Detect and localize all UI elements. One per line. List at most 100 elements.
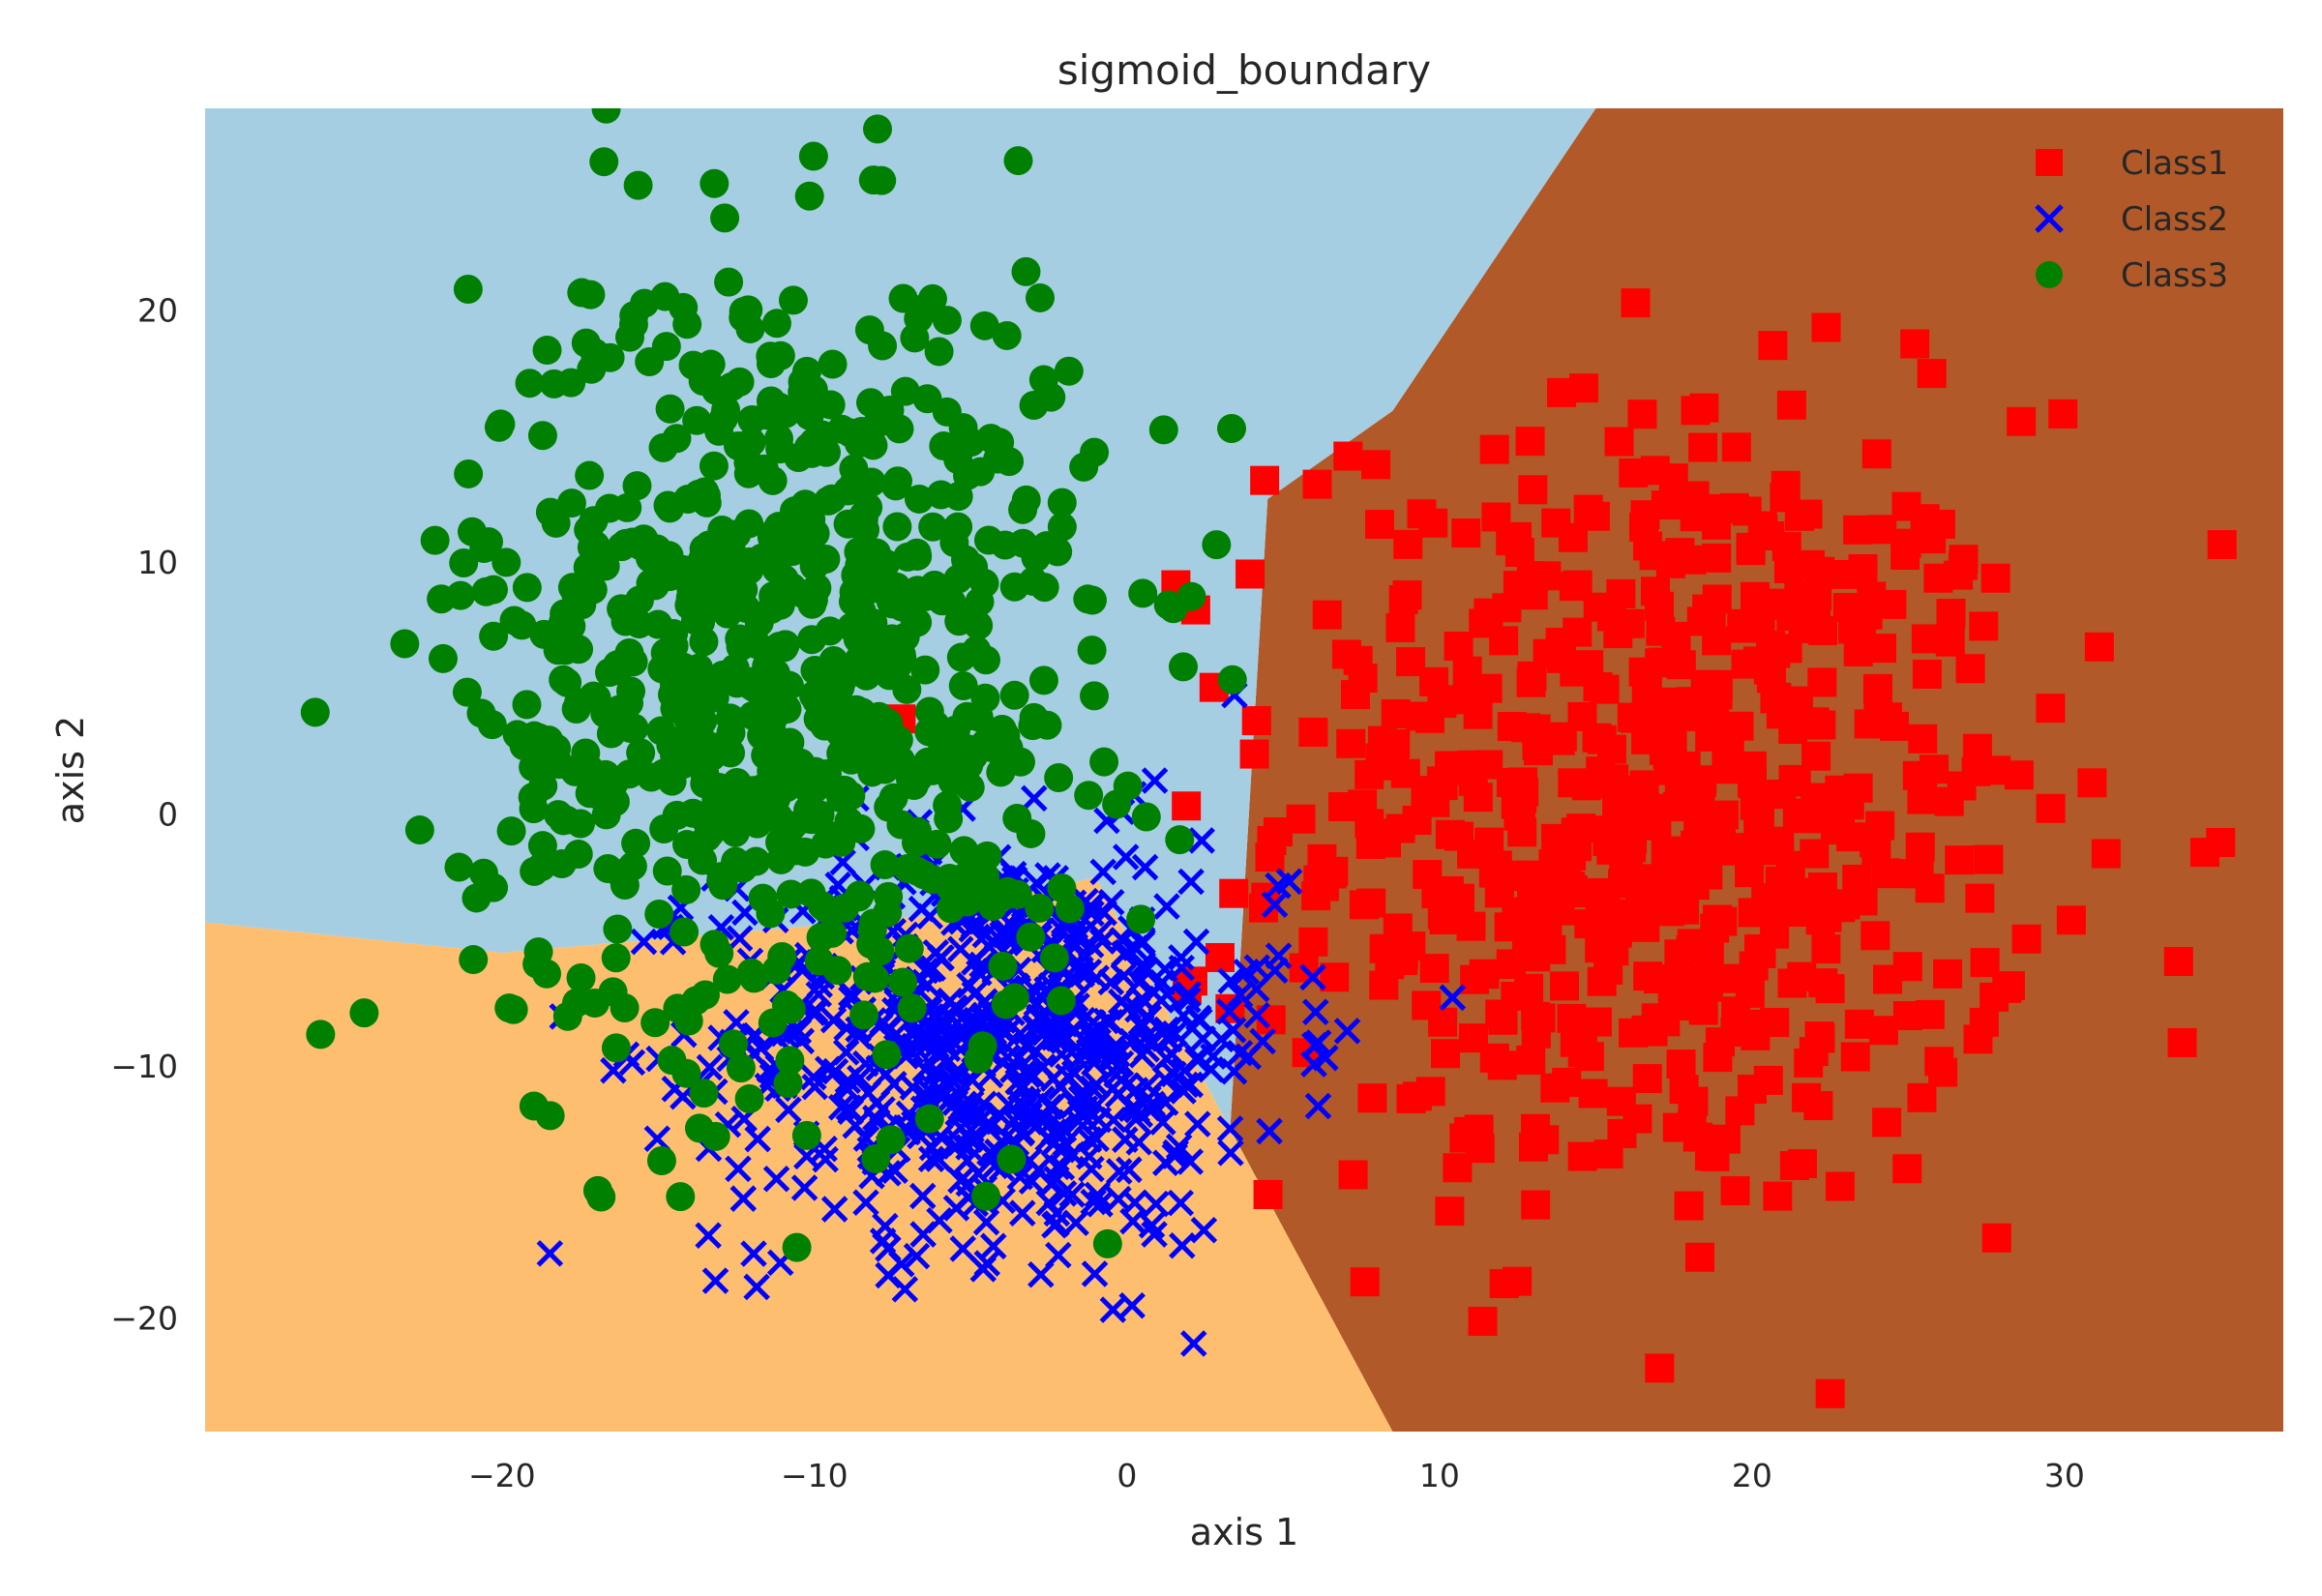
data-point [630,288,660,318]
data-point [1777,968,1807,998]
data-point [1669,982,1699,1012]
data-point [1679,1086,1709,1116]
data-point [479,872,509,902]
data-point [1488,1005,1518,1035]
data-point [696,818,726,848]
data-point [715,784,745,814]
data-point [1847,620,1877,650]
data-point [1426,766,1456,796]
data-point [1009,1199,1036,1227]
data-point [1848,554,1878,584]
data-point [947,1167,974,1195]
data-point [720,817,750,847]
data-point [1085,1106,1113,1134]
data-point [670,917,700,947]
data-point [541,508,571,538]
data-point [790,837,820,867]
data-point [1604,427,1634,457]
data-point [689,1079,719,1108]
data-point [1763,590,1793,620]
data-point [704,416,734,446]
data-point [1995,971,2025,1001]
data-point [1585,933,1615,963]
data-point [2036,793,2066,823]
data-point [2056,905,2086,935]
data-point [1302,469,1332,499]
data-point [771,990,801,1020]
data-point [949,1235,976,1262]
data-point [1871,858,1901,888]
y-tick-label: 10 [137,544,178,581]
data-point [659,618,689,648]
data-point [1302,998,1329,1026]
legend-label: Class3 [2121,256,2228,295]
data-point [2189,838,2219,868]
data-point [479,621,509,651]
data-point [1184,1110,1211,1138]
data-point [1945,845,1975,875]
data-point [1069,942,1097,969]
data-point [908,293,938,323]
data-point [1737,751,1767,781]
data-point [830,893,860,923]
data-point [789,496,819,526]
data-point [848,502,878,532]
data-point [1184,1047,1211,1075]
data-point [1463,699,1493,729]
data-point [1085,1027,1112,1055]
data-point [1474,598,1503,628]
data-point [1088,928,1116,955]
data-point [607,594,637,624]
data-point [851,661,881,691]
data-point [760,700,790,730]
data-point [1381,699,1411,729]
data-point [1758,331,1788,361]
data-point [784,442,814,472]
data-point [1863,700,1893,730]
data-point [1078,1155,1105,1183]
data-point [774,670,804,700]
data-point [1151,956,1178,983]
data-point [1002,803,1032,833]
data-point [1176,1148,1205,1175]
data-point [1545,628,1575,658]
data-point [616,676,646,706]
data-point [1418,508,1448,538]
data-point [1804,1021,1834,1051]
data-point [578,575,608,605]
data-point [1523,736,1553,766]
data-point [1907,1082,1937,1112]
data-point [1518,475,1548,505]
data-point [1627,399,1657,429]
data-point [725,1155,752,1183]
data-point [910,655,940,685]
data-point [582,1175,612,1205]
data-point [603,914,633,944]
data-point [1044,763,1074,793]
data-point [1509,777,1539,807]
data-point [1720,1018,1750,1048]
data-point [1703,1043,1733,1073]
data-point [1217,665,1247,695]
data-point [1631,724,1661,754]
data-point [964,1044,994,1074]
data-point [1826,893,1856,923]
data-point [1025,893,1055,923]
data-point [1825,1171,1855,1201]
data-point [1803,1091,1833,1121]
data-point [1753,1065,1783,1095]
data-point [1356,888,1386,918]
data-point [1489,1269,1519,1299]
data-point [1143,1190,1170,1218]
data-point [1336,728,1366,758]
data-point [668,554,698,584]
data-point [946,642,976,672]
data-point [801,1073,828,1101]
data-point [1763,1181,1793,1211]
data-point [849,1000,879,1030]
data-point [619,713,649,743]
data-point [1379,733,1409,763]
data-point [594,658,624,688]
data-point [991,990,1021,1020]
data-point [1676,934,1706,964]
